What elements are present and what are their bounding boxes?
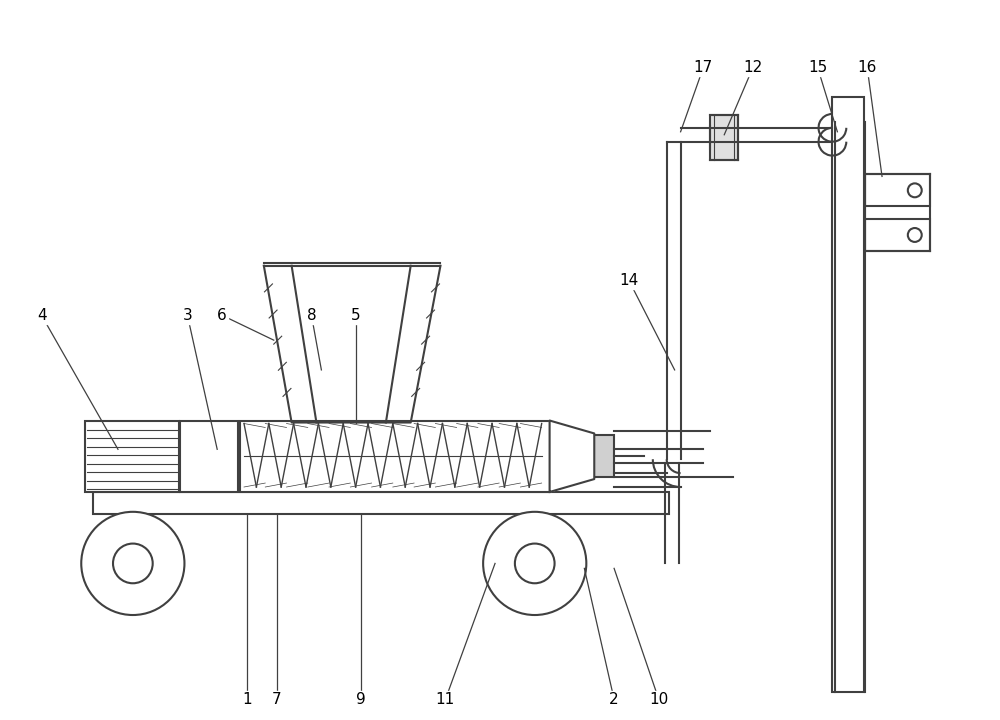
Bar [832, 97, 864, 693]
Text: 15: 15 [808, 60, 827, 75]
Circle shape [908, 184, 922, 197]
Text: 6: 6 [217, 308, 227, 323]
Text: 16: 16 [857, 60, 877, 75]
Text: 9: 9 [356, 692, 366, 707]
Bar [710, 115, 738, 160]
Bar [85, 420, 179, 492]
Bar [865, 174, 930, 206]
Text: 5: 5 [351, 308, 361, 323]
Bar [240, 420, 550, 492]
Text: 10: 10 [649, 692, 668, 707]
Text: 4: 4 [37, 308, 46, 323]
Text: 17: 17 [694, 60, 713, 75]
Circle shape [483, 512, 586, 615]
Polygon shape [550, 420, 594, 492]
Text: 2: 2 [609, 692, 619, 707]
Circle shape [81, 512, 184, 615]
Circle shape [113, 544, 153, 583]
Text: 7: 7 [272, 692, 282, 707]
Text: 12: 12 [743, 60, 763, 75]
Circle shape [908, 228, 922, 242]
Circle shape [515, 544, 555, 583]
Text: 3: 3 [183, 308, 192, 323]
Text: 11: 11 [436, 692, 455, 707]
Bar [592, 436, 614, 477]
Bar [93, 492, 669, 514]
Bar [865, 219, 930, 251]
Text: 1: 1 [242, 692, 252, 707]
Text: 14: 14 [619, 273, 639, 288]
Bar [180, 420, 238, 492]
Text: 8: 8 [307, 308, 316, 323]
